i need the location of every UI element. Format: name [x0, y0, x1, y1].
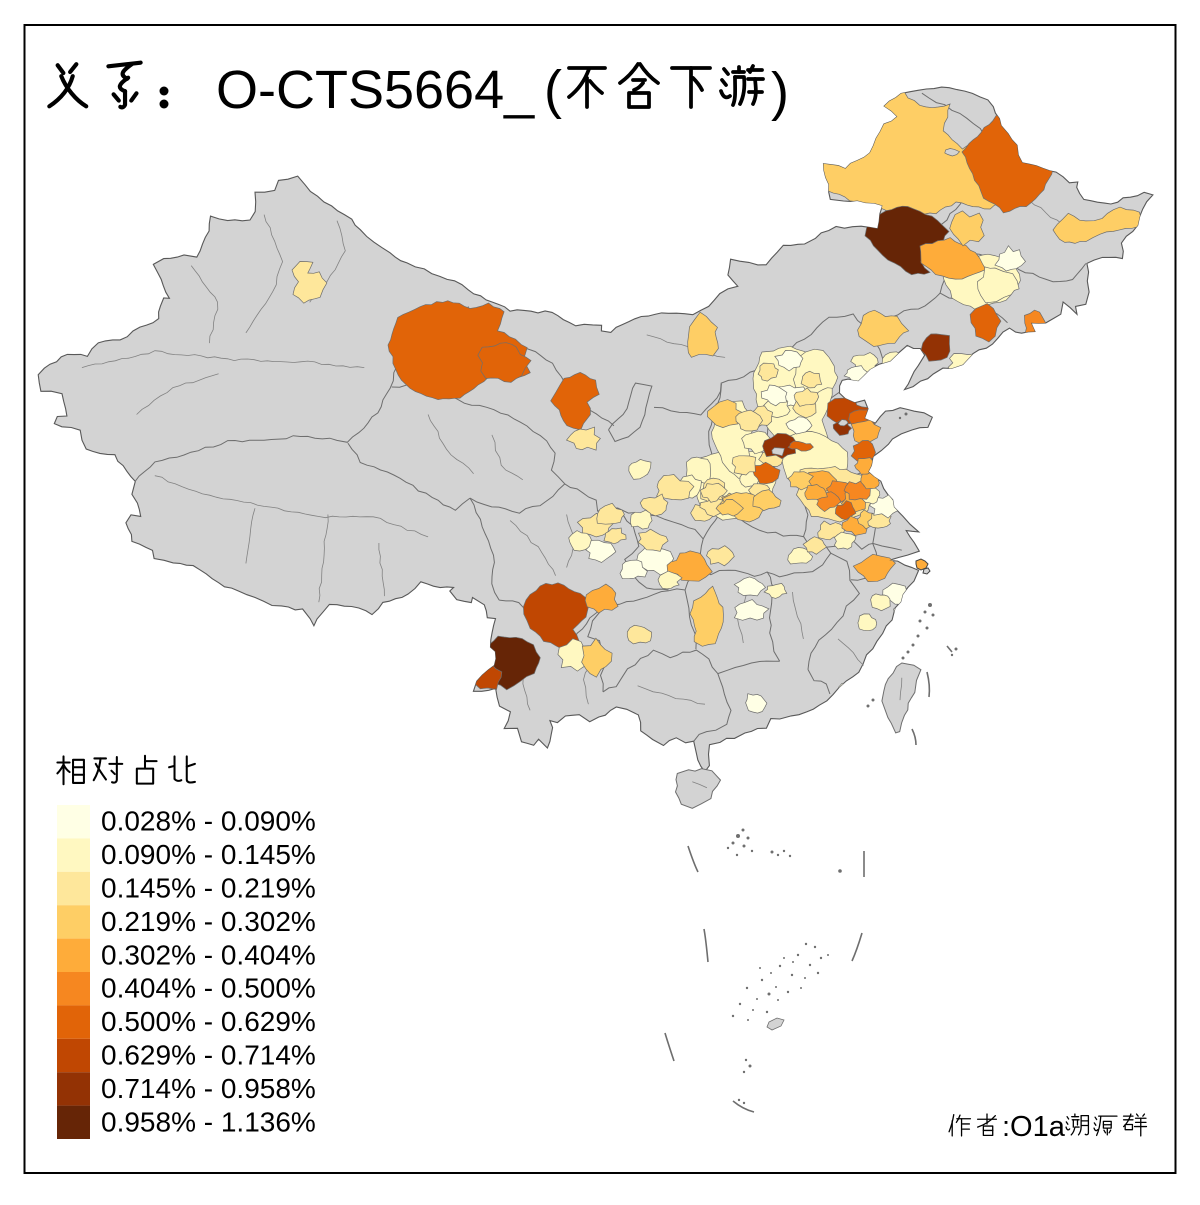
svg-text:0.302% - 0.404%: 0.302% - 0.404% [101, 939, 316, 970]
svg-text:0.028% - 0.090%: 0.028% - 0.090% [101, 806, 316, 837]
svg-text:0.145% - 0.219%: 0.145% - 0.219% [101, 873, 316, 904]
svg-text:0.500% - 0.629%: 0.500% - 0.629% [101, 1006, 316, 1037]
svg-text:0.219% - 0.302%: 0.219% - 0.302% [101, 906, 316, 937]
svg-text:(: ( [544, 60, 562, 120]
svg-text:0.629% - 0.714%: 0.629% - 0.714% [101, 1040, 316, 1071]
svg-text:0.714% - 0.958%: 0.714% - 0.958% [101, 1073, 316, 1104]
svg-text:0.404% - 0.500%: 0.404% - 0.500% [101, 973, 316, 1004]
svg-text:): ) [771, 62, 789, 122]
svg-text:O-CTS5664_: O-CTS5664_ [216, 60, 535, 120]
svg-text::O1a: :O1a [1002, 1111, 1066, 1143]
svg-text:0.090% - 0.145%: 0.090% - 0.145% [101, 839, 316, 870]
svg-text:0.958% - 1.136%: 0.958% - 1.136% [101, 1106, 316, 1137]
